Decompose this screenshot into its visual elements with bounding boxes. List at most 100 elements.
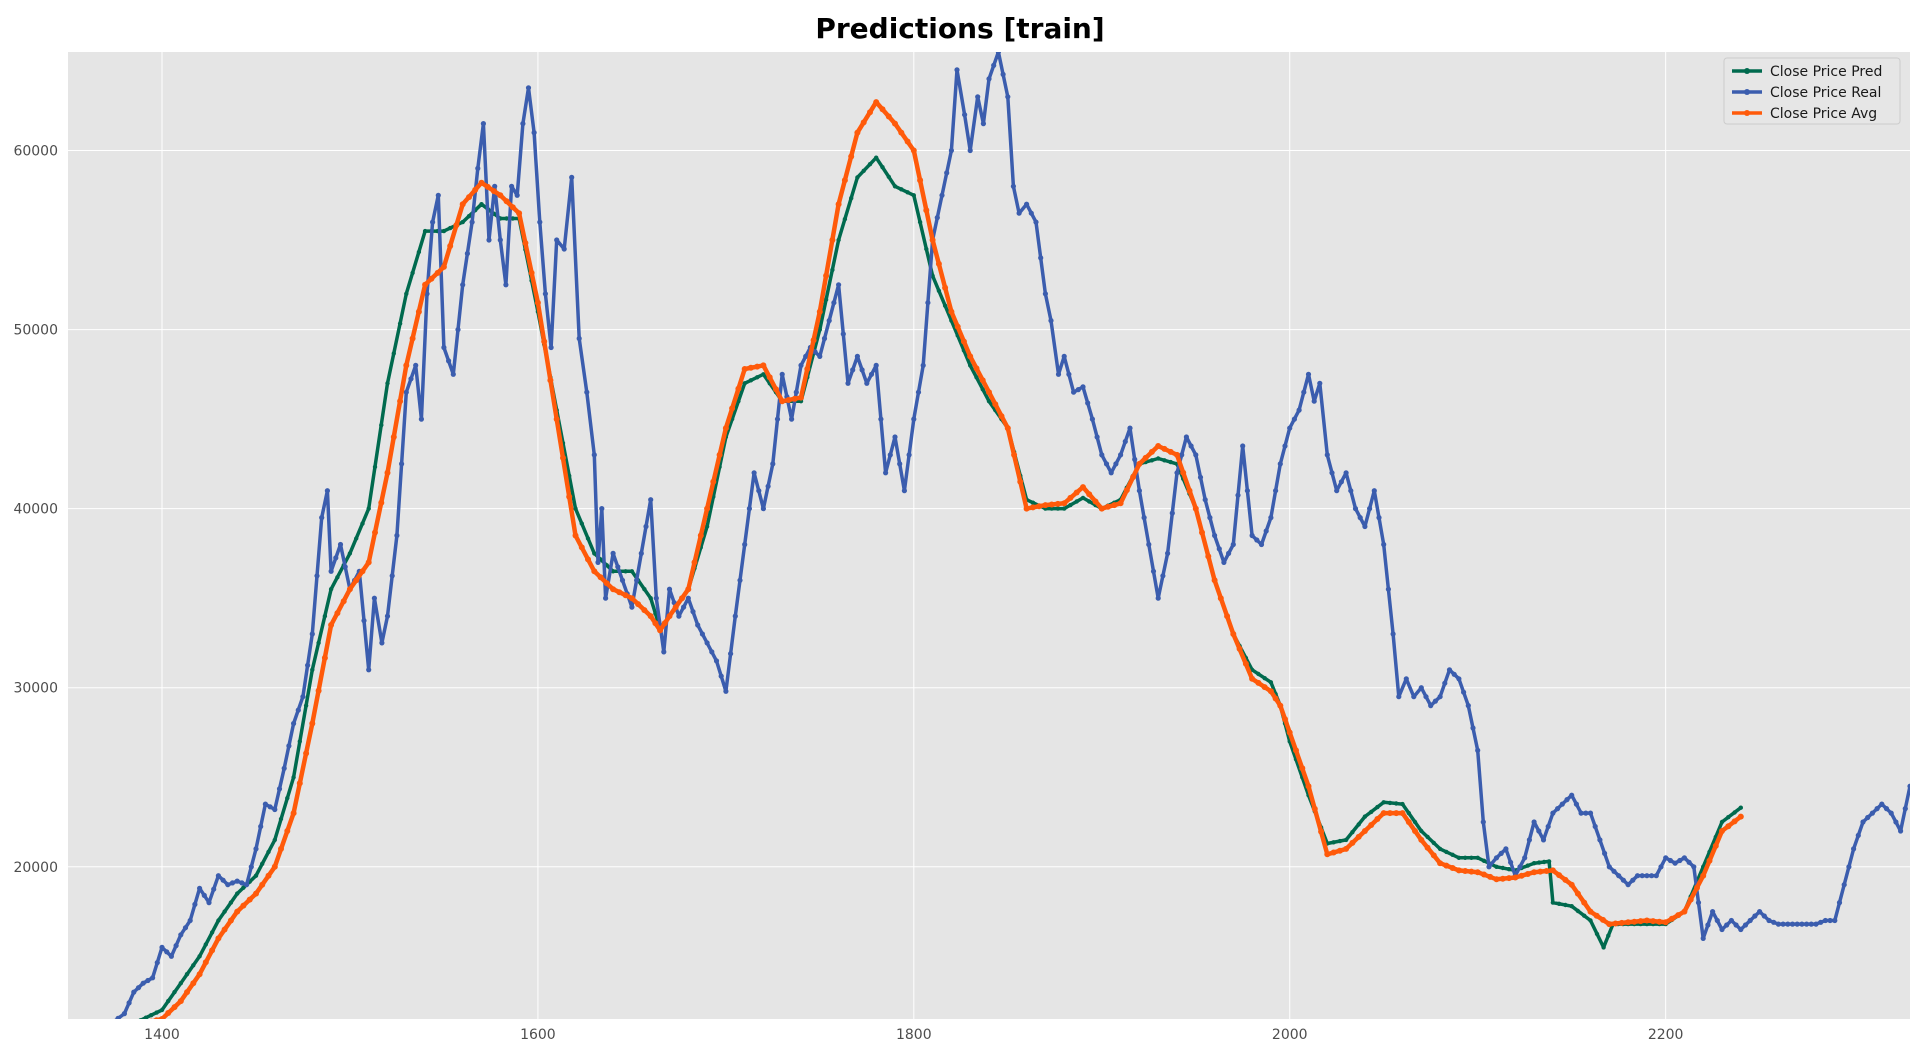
data-point	[1522, 855, 1528, 861]
data-point	[197, 954, 202, 959]
data-point	[1865, 814, 1871, 821]
data-point	[1055, 371, 1062, 377]
data-point	[1536, 860, 1542, 865]
data-point	[980, 387, 985, 392]
data-point	[159, 1016, 165, 1019]
data-point	[133, 1021, 137, 1025]
data-point	[1681, 908, 1688, 915]
data-point	[1396, 694, 1402, 700]
data-point	[1726, 815, 1731, 820]
data-point	[1574, 890, 1581, 897]
data-point	[1127, 425, 1133, 431]
data-point	[1130, 474, 1137, 480]
data-point	[1418, 836, 1425, 843]
data-point	[1255, 679, 1262, 686]
data-point	[1836, 900, 1843, 906]
data-point	[267, 804, 273, 810]
data-point	[803, 353, 809, 359]
data-point	[291, 775, 296, 780]
data-point	[1463, 855, 1468, 860]
data-point	[1380, 810, 1387, 817]
data-point	[455, 327, 461, 333]
data-point	[1350, 830, 1355, 835]
data-point	[1038, 255, 1044, 261]
data-point	[430, 219, 436, 225]
data-point	[1062, 506, 1067, 511]
data-point	[295, 707, 301, 713]
data-point	[634, 577, 640, 583]
legend-box	[1723, 57, 1901, 125]
data-point	[643, 523, 649, 530]
data-point	[1637, 918, 1644, 925]
series-layer	[52, 52, 1910, 1050]
legend: Close Price Pred Close Price Real Close Pr…	[1723, 57, 1901, 125]
data-point	[1329, 470, 1335, 476]
data-point	[68, 1045, 74, 1050]
data-point	[547, 377, 554, 384]
data-point	[1192, 505, 1199, 512]
data-point	[886, 174, 891, 179]
data-point	[1024, 201, 1030, 207]
data-point	[78, 1041, 84, 1047]
data-point	[1612, 920, 1619, 927]
series-close-price-real	[92, 52, 1910, 1030]
data-point	[1023, 505, 1030, 512]
data-point	[917, 177, 924, 184]
data-point	[936, 288, 942, 293]
data-point	[1011, 451, 1018, 458]
data-point	[1186, 487, 1193, 494]
data-point	[1188, 443, 1194, 449]
data-point	[135, 985, 142, 991]
data-point	[1650, 918, 1657, 925]
data-point	[1506, 875, 1512, 882]
data-point	[737, 577, 743, 583]
data-point	[729, 405, 736, 412]
data-point	[864, 380, 870, 386]
data-point	[1677, 857, 1683, 864]
data-point	[265, 872, 272, 879]
data-point	[595, 559, 601, 566]
data-point	[1761, 913, 1767, 919]
data-point	[366, 506, 371, 511]
data-point	[579, 521, 584, 526]
data-point	[1282, 716, 1288, 723]
data-point	[1419, 828, 1424, 834]
data-point	[915, 389, 922, 395]
data-point	[154, 960, 160, 966]
data-point	[716, 451, 723, 458]
data-point	[258, 823, 264, 830]
data-point	[328, 622, 335, 628]
data-point	[228, 900, 234, 905]
data-point	[278, 845, 284, 852]
data-point	[709, 649, 715, 655]
data-point	[101, 1031, 105, 1035]
data-point	[1658, 864, 1664, 870]
data-point	[723, 688, 729, 694]
data-point	[1618, 919, 1625, 926]
data-point	[1261, 684, 1268, 691]
data-point	[1387, 800, 1393, 806]
data-point	[1462, 868, 1469, 874]
data-point	[1451, 671, 1457, 677]
data-point	[1155, 595, 1161, 601]
data-point	[541, 338, 548, 345]
data-point	[92, 1025, 97, 1030]
data-point	[1481, 858, 1487, 863]
data-point	[1525, 863, 1531, 868]
data-point	[917, 219, 923, 225]
data-point	[1518, 872, 1525, 879]
data-point	[685, 586, 692, 593]
data-point	[1418, 685, 1424, 691]
data-point	[1437, 846, 1443, 852]
data-point	[804, 366, 811, 372]
data-point	[798, 394, 804, 401]
data-point	[303, 703, 309, 708]
data-point	[751, 470, 757, 476]
data-point	[615, 564, 621, 570]
data-point	[52, 1046, 56, 1050]
data-point	[1799, 921, 1805, 927]
data-point	[1700, 872, 1707, 879]
data-point	[1305, 371, 1312, 377]
data-point	[262, 801, 268, 807]
data-point	[1165, 550, 1171, 557]
